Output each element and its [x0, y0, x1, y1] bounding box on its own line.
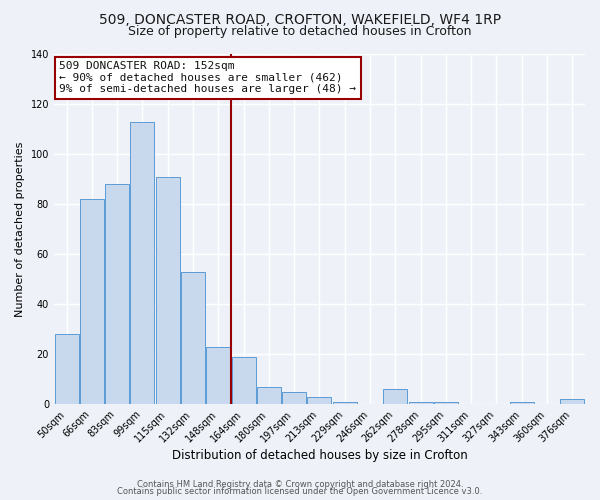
Text: 509 DONCASTER ROAD: 152sqm
← 90% of detached houses are smaller (462)
9% of semi: 509 DONCASTER ROAD: 152sqm ← 90% of deta…	[59, 61, 356, 94]
Text: Contains public sector information licensed under the Open Government Licence v3: Contains public sector information licen…	[118, 488, 482, 496]
Bar	[510, 402, 534, 404]
Bar	[55, 334, 79, 404]
Bar	[156, 176, 180, 404]
Text: 509, DONCASTER ROAD, CROFTON, WAKEFIELD, WF4 1RP: 509, DONCASTER ROAD, CROFTON, WAKEFIELD,…	[99, 12, 501, 26]
Bar	[232, 356, 256, 404]
Bar	[257, 386, 281, 404]
Bar	[383, 389, 407, 404]
Bar	[307, 396, 331, 404]
Text: Size of property relative to detached houses in Crofton: Size of property relative to detached ho…	[128, 25, 472, 38]
Bar	[560, 399, 584, 404]
Bar	[80, 199, 104, 404]
Text: Contains HM Land Registry data © Crown copyright and database right 2024.: Contains HM Land Registry data © Crown c…	[137, 480, 463, 489]
Bar	[206, 346, 230, 404]
Bar	[434, 402, 458, 404]
Bar	[282, 392, 306, 404]
Bar	[181, 272, 205, 404]
X-axis label: Distribution of detached houses by size in Crofton: Distribution of detached houses by size …	[172, 450, 467, 462]
Bar	[409, 402, 433, 404]
Y-axis label: Number of detached properties: Number of detached properties	[15, 142, 25, 317]
Bar	[105, 184, 129, 404]
Bar	[333, 402, 357, 404]
Bar	[130, 122, 154, 404]
